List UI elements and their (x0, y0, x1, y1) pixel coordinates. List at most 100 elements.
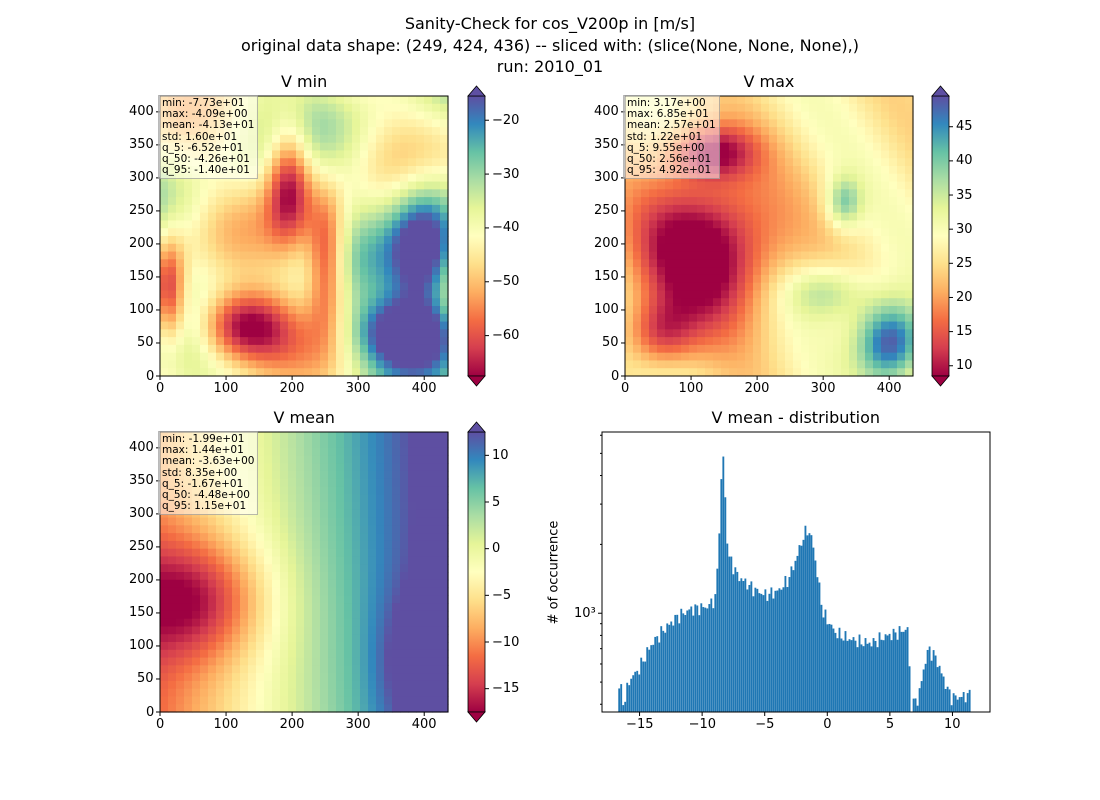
heatmap-cell (897, 321, 906, 330)
heatmap-cell (184, 103, 193, 113)
heatmap-cell (272, 680, 281, 690)
heatmap-cell (368, 548, 377, 558)
heatmap-cell (296, 548, 305, 558)
heatmap-cell (192, 696, 201, 705)
heatmap-cell (184, 173, 193, 183)
heatmap-cell (432, 696, 441, 705)
heatmap-cell (841, 344, 850, 354)
heatmap-cell (392, 533, 401, 542)
heatmap-cell (408, 494, 417, 503)
heatmap-cell (761, 251, 770, 260)
heatmap-cell (272, 181, 281, 190)
heatmap-cell (184, 243, 193, 253)
heatmap-cell (192, 626, 201, 635)
heatmap-cell (376, 111, 385, 120)
heatmap-cell (296, 329, 305, 338)
heatmap-cell (753, 204, 762, 214)
heatmap-cell (176, 634, 185, 643)
heatmap-cell (176, 313, 185, 323)
heatmap-cell (208, 642, 217, 651)
heatmap-cell (272, 432, 281, 441)
heatmap-cell (641, 103, 650, 113)
heatmap-cell (665, 321, 674, 330)
heatmap-cell (312, 344, 321, 354)
heatmap-cell (368, 494, 377, 503)
heatmap-cell (288, 470, 297, 480)
heatmap-cell (625, 290, 634, 299)
heatmap-cell (400, 564, 409, 573)
heatmap-cell (296, 103, 305, 113)
heatmap-cell (801, 236, 810, 245)
heatmap-cell (857, 111, 866, 120)
heatmap-cell (729, 228, 738, 237)
heatmap-cell (777, 306, 786, 315)
heatmap-cell (849, 166, 858, 175)
heatmap-cell (392, 173, 401, 183)
heatmap-cell (360, 502, 369, 511)
heatmap-cell (681, 282, 690, 292)
heatmap-cell (224, 447, 233, 456)
heatmap-cell (176, 517, 185, 526)
heatmap-cell (432, 455, 441, 464)
heatmap-cell (825, 197, 834, 206)
heatmap-cell (392, 96, 401, 105)
heatmap-cell (408, 704, 417, 713)
heatmap-cell (881, 344, 890, 354)
heatmap-cell (272, 486, 281, 495)
heatmap-cell (440, 486, 449, 495)
heatmap-cell (673, 134, 682, 144)
heatmap-cell (176, 540, 185, 550)
heatmap-cell (657, 352, 666, 362)
heatmap-cell (673, 150, 682, 159)
heatmap-cell (384, 642, 393, 651)
heatmap-cell (240, 525, 249, 534)
heatmap-cell (352, 298, 361, 307)
heatmap-cell (424, 626, 433, 635)
histogram-bar (708, 604, 711, 712)
heatmap-cell (408, 642, 417, 651)
heatmap-cell (833, 313, 842, 323)
histogram-bar (748, 584, 751, 712)
heatmap-cell (753, 298, 762, 307)
heatmap-cell (272, 579, 281, 589)
heatmap-cell (304, 127, 313, 136)
heatmap-cell (689, 197, 698, 206)
heatmap-cell (176, 595, 185, 604)
heatmap-cell (408, 267, 417, 276)
heatmap-cell (849, 267, 858, 276)
heatmap-cell (801, 344, 810, 354)
heatmap-cell (272, 228, 281, 237)
heatmap-cell (384, 533, 393, 542)
heatmap-cell (905, 267, 914, 276)
heatmap-cell (320, 610, 329, 620)
heatmap-cell (416, 158, 425, 167)
heatmap-cell (360, 533, 369, 542)
heatmap-cell (352, 447, 361, 456)
heatmap-cell (777, 158, 786, 167)
heatmap-cell (432, 189, 441, 198)
heatmap-cell (344, 548, 353, 558)
heatmap-cell (288, 680, 297, 690)
heatmap-cell (416, 306, 425, 315)
heatmap-cell (657, 290, 666, 299)
heatmap-cell (336, 212, 345, 222)
heatmap-cell (168, 360, 177, 369)
heatmap-cell (344, 432, 353, 441)
heatmap-cell (304, 502, 313, 511)
heatmap-cell (256, 696, 265, 705)
heatmap-cell (881, 142, 890, 152)
histogram-bar (952, 693, 955, 712)
heatmap-cell (665, 181, 674, 190)
heatmap-cell (416, 204, 425, 214)
heatmap-cell (424, 251, 433, 260)
heatmap-cell (641, 204, 650, 214)
heatmap-cell (408, 251, 417, 260)
heatmap-cell (416, 556, 425, 565)
heatmap-cell (184, 564, 193, 573)
heatmap-cell (344, 282, 353, 292)
heatmap-cell (408, 127, 417, 136)
heatmap-cell (328, 228, 337, 237)
heatmap-cell (833, 267, 842, 276)
histogram-bar (840, 638, 843, 712)
heatmap-cell (368, 579, 377, 589)
